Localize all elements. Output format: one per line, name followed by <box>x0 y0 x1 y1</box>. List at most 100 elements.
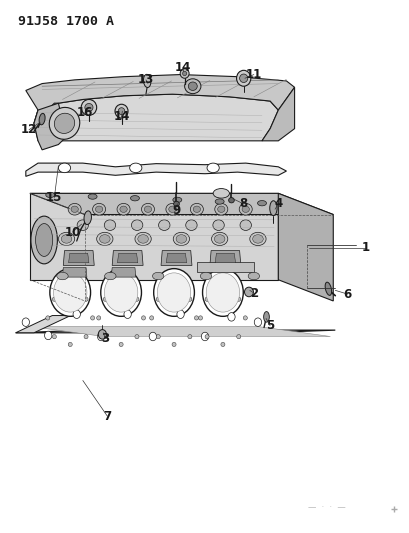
Ellipse shape <box>115 104 128 118</box>
Ellipse shape <box>68 204 81 215</box>
Polygon shape <box>209 251 240 265</box>
Ellipse shape <box>243 316 247 320</box>
Polygon shape <box>16 316 70 333</box>
Ellipse shape <box>52 297 56 301</box>
Ellipse shape <box>220 289 225 294</box>
Ellipse shape <box>58 163 70 173</box>
Ellipse shape <box>58 232 74 246</box>
Polygon shape <box>30 193 333 215</box>
Ellipse shape <box>173 197 181 203</box>
Text: 15: 15 <box>46 191 62 204</box>
Ellipse shape <box>92 204 106 215</box>
Ellipse shape <box>215 199 224 204</box>
Ellipse shape <box>236 70 250 86</box>
Ellipse shape <box>77 220 88 230</box>
Ellipse shape <box>54 113 74 133</box>
Ellipse shape <box>176 310 184 318</box>
Ellipse shape <box>97 332 105 341</box>
Ellipse shape <box>156 297 160 301</box>
Ellipse shape <box>220 342 225 346</box>
Text: 14: 14 <box>113 110 129 124</box>
Text: 91J58 1700 A: 91J58 1700 A <box>18 14 113 28</box>
Ellipse shape <box>97 316 101 320</box>
Ellipse shape <box>101 269 141 317</box>
Ellipse shape <box>193 206 200 213</box>
Ellipse shape <box>95 206 103 213</box>
Ellipse shape <box>73 310 80 318</box>
Text: 6: 6 <box>343 288 351 301</box>
Polygon shape <box>30 193 278 280</box>
Ellipse shape <box>143 74 151 87</box>
Ellipse shape <box>157 273 190 312</box>
Ellipse shape <box>201 332 208 341</box>
Ellipse shape <box>104 272 116 280</box>
Ellipse shape <box>206 273 239 312</box>
Ellipse shape <box>39 114 45 125</box>
Polygon shape <box>30 326 330 336</box>
Ellipse shape <box>118 108 124 115</box>
Ellipse shape <box>117 204 130 215</box>
Polygon shape <box>34 103 66 150</box>
Ellipse shape <box>141 204 154 215</box>
Ellipse shape <box>263 312 269 322</box>
Ellipse shape <box>131 220 142 230</box>
Text: 2: 2 <box>249 287 257 300</box>
Ellipse shape <box>137 235 148 243</box>
Ellipse shape <box>214 204 227 215</box>
Ellipse shape <box>249 232 265 246</box>
Ellipse shape <box>84 335 88 339</box>
Polygon shape <box>278 193 333 301</box>
Ellipse shape <box>228 198 234 203</box>
Text: 8: 8 <box>239 197 247 211</box>
Ellipse shape <box>173 232 189 246</box>
Ellipse shape <box>124 310 131 318</box>
Ellipse shape <box>239 220 251 230</box>
Polygon shape <box>63 251 94 265</box>
Ellipse shape <box>104 220 115 230</box>
Polygon shape <box>111 268 135 277</box>
Ellipse shape <box>252 235 263 243</box>
Polygon shape <box>62 268 87 277</box>
Ellipse shape <box>236 297 240 301</box>
Ellipse shape <box>129 163 142 173</box>
Polygon shape <box>26 163 286 176</box>
Ellipse shape <box>88 194 97 199</box>
Ellipse shape <box>50 269 90 317</box>
Ellipse shape <box>212 220 224 230</box>
Ellipse shape <box>49 107 80 139</box>
Ellipse shape <box>158 220 170 230</box>
Ellipse shape <box>61 235 72 243</box>
Ellipse shape <box>187 297 191 301</box>
Ellipse shape <box>149 332 156 341</box>
Ellipse shape <box>198 316 202 320</box>
Ellipse shape <box>241 206 249 213</box>
Ellipse shape <box>156 335 160 339</box>
Ellipse shape <box>103 297 107 301</box>
Polygon shape <box>16 330 335 333</box>
Ellipse shape <box>172 289 175 294</box>
Ellipse shape <box>135 335 139 339</box>
Ellipse shape <box>98 329 106 339</box>
Text: 5: 5 <box>265 319 274 333</box>
Ellipse shape <box>135 297 139 301</box>
Ellipse shape <box>97 232 113 246</box>
Ellipse shape <box>238 204 252 215</box>
Text: 13: 13 <box>137 74 154 86</box>
Ellipse shape <box>173 201 179 207</box>
Ellipse shape <box>247 272 259 280</box>
Ellipse shape <box>153 269 194 317</box>
Text: 11: 11 <box>245 68 261 81</box>
Ellipse shape <box>81 100 97 115</box>
Ellipse shape <box>214 235 225 243</box>
Ellipse shape <box>103 335 107 339</box>
Text: 9: 9 <box>172 204 180 217</box>
Ellipse shape <box>22 318 29 326</box>
Ellipse shape <box>149 316 153 320</box>
Ellipse shape <box>239 74 247 83</box>
Ellipse shape <box>172 342 175 346</box>
Polygon shape <box>112 251 143 265</box>
Ellipse shape <box>217 206 225 213</box>
Ellipse shape <box>227 313 234 321</box>
Ellipse shape <box>119 342 123 346</box>
Text: 1: 1 <box>361 241 369 254</box>
